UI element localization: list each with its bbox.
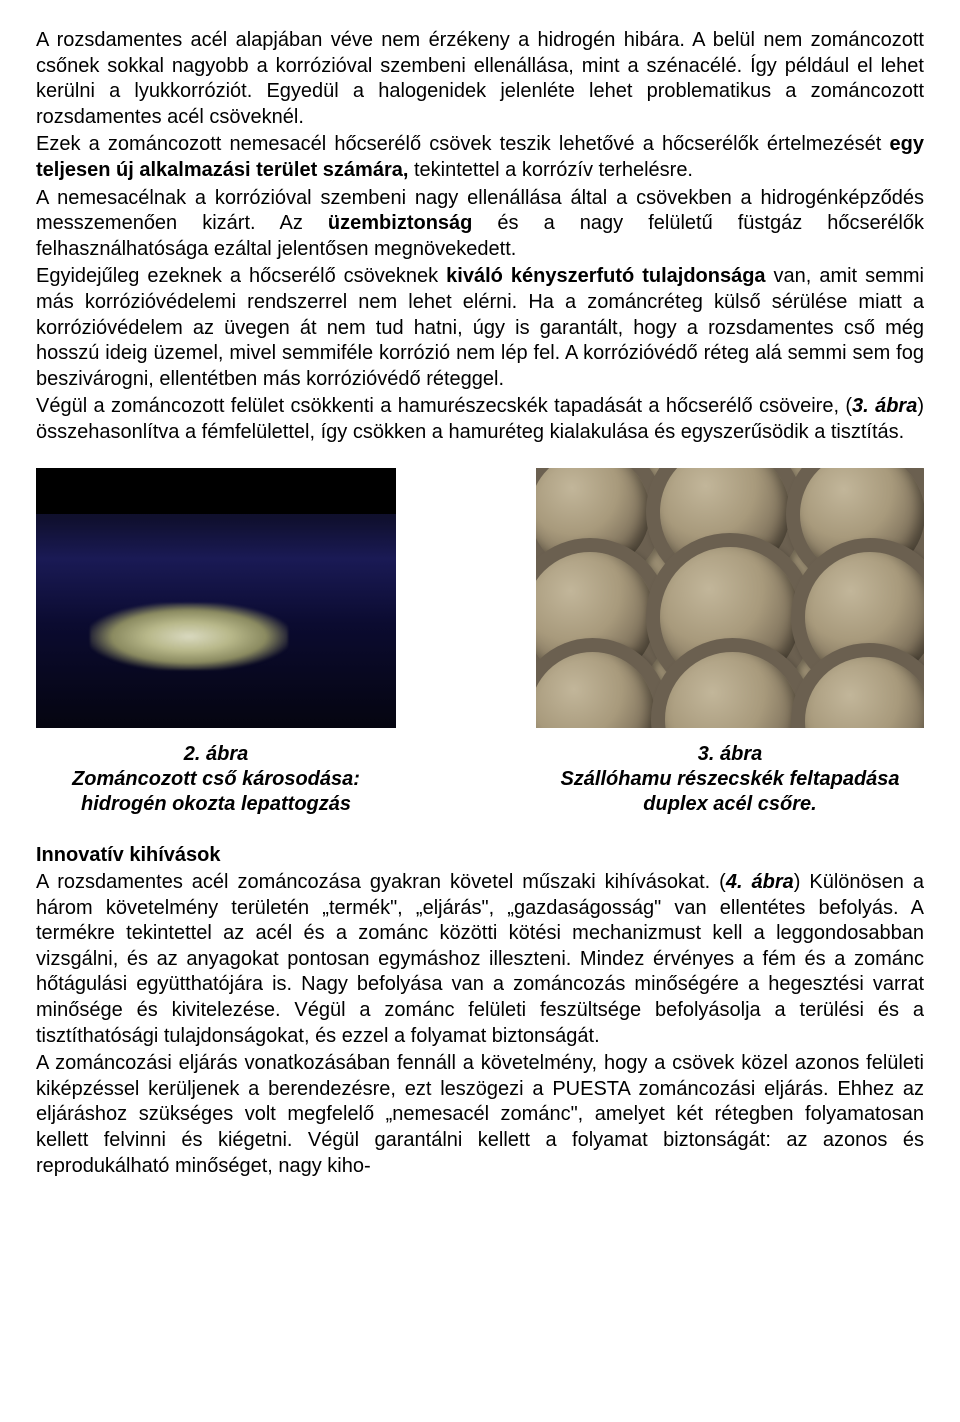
caption-line: duplex acél csőre. [560, 792, 899, 817]
paragraph-5: Végül a zománcozott felület csökkenti a … [36, 394, 924, 445]
bold-text: kiváló kényszerfutó tulajdonsága [446, 265, 765, 287]
caption-line: Zománcozott cső károsodása: [72, 767, 360, 792]
text: Egyidejűleg ezeknek a hőcserélő csövekne… [36, 265, 446, 287]
figure-reference: 4. ábra [726, 871, 794, 893]
text: A rozsdamentes acél zománcozása gyakran … [36, 871, 726, 893]
paragraph-6: A rozsdamentes acél zománcozása gyakran … [36, 870, 924, 1049]
figure-2-image [36, 468, 396, 728]
paragraph-1: A rozsdamentes acél alapjában véve nem é… [36, 28, 924, 130]
paragraph-3: A nemesacélnak a korrózióval szembeni na… [36, 186, 924, 263]
figure-3-caption: 3. ábra Szállóhamu részecskék feltapadás… [560, 742, 899, 817]
text: Végül a zománcozott felület csökkenti a … [36, 395, 852, 417]
caption-line: hidrogén okozta lepattogzás [72, 792, 360, 817]
figure-3: 3. ábra Szállóhamu részecskék feltapadás… [536, 468, 924, 817]
text: Ezek a zománcozott nemesacél hőcserélő c… [36, 133, 890, 155]
figure-2: 2. ábra Zománcozott cső károsodása: hidr… [36, 468, 396, 817]
paragraph-2: Ezek a zománcozott nemesacél hőcserélő c… [36, 132, 924, 183]
figure-reference: 3. ábra [852, 395, 917, 417]
paragraph-4: Egyidejűleg ezeknek a hőcserélő csövekne… [36, 264, 924, 392]
section-heading: Innovatív kihívások [36, 843, 924, 869]
figure-number: 2. ábra [72, 742, 360, 767]
paragraph-7: A zománcozási eljárás vonatkozásában fen… [36, 1051, 924, 1179]
figure-3-image [536, 468, 924, 728]
figure-2-caption: 2. ábra Zománcozott cső károsodása: hidr… [72, 742, 360, 817]
figure-number: 3. ábra [560, 742, 899, 767]
text: tekintettel a korrózív terhelésre. [408, 159, 693, 181]
caption-line: Szállóhamu részecskék feltapadása [560, 767, 899, 792]
text: ) Különösen a három követelmény területé… [36, 871, 924, 1047]
bold-text: üzembiztonság [328, 212, 472, 234]
figures-row: 2. ábra Zománcozott cső károsodása: hidr… [36, 468, 924, 817]
